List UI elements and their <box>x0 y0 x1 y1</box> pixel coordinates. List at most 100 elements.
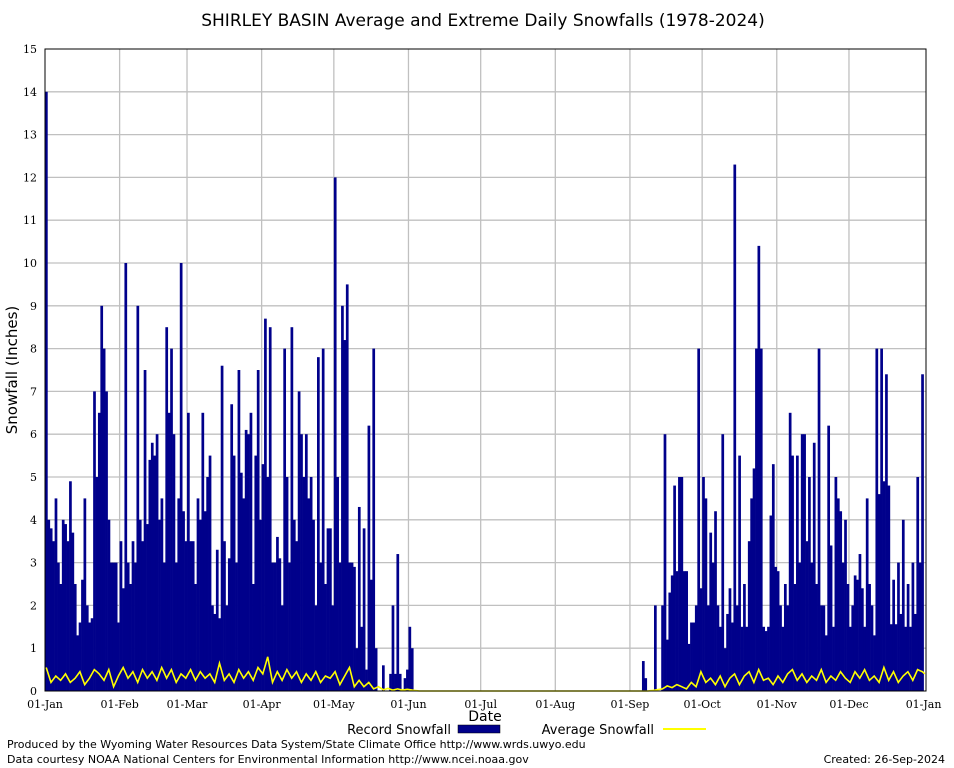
record-bar <box>249 412 253 691</box>
record-bar <box>728 588 732 691</box>
record-bar <box>45 91 48 692</box>
record-bar <box>343 340 347 691</box>
record-bar <box>341 305 344 691</box>
y-tick-label: 12 <box>23 171 37 184</box>
record-bar <box>355 648 359 691</box>
record-bar <box>220 365 224 691</box>
record-bar <box>663 434 667 691</box>
footer-produced-by: Produced by the Wyoming Water Resources … <box>7 738 586 751</box>
y-tick-label: 3 <box>30 557 37 570</box>
record-bar <box>211 605 214 691</box>
record-bar <box>172 434 176 691</box>
y-tick-label: 7 <box>30 385 37 398</box>
record-bar <box>225 605 229 691</box>
record-bar <box>69 481 72 691</box>
record-bar <box>788 412 792 691</box>
record-bar <box>372 348 376 691</box>
record-bar <box>731 622 734 691</box>
record-bar <box>769 515 773 691</box>
record-bar <box>326 528 330 691</box>
y-tick-label: 13 <box>23 129 37 142</box>
record-bar <box>822 605 826 691</box>
record-bar <box>747 541 751 691</box>
y-tick-label: 4 <box>30 514 37 527</box>
record-bar <box>95 477 99 691</box>
record-bar <box>242 498 246 691</box>
record-bar <box>324 584 327 691</box>
record-bar <box>846 584 850 691</box>
record-bar <box>338 562 342 691</box>
record-bar <box>155 434 159 691</box>
legend-record-swatch <box>457 724 501 734</box>
record-bar <box>227 558 231 691</box>
record-bar <box>167 412 171 691</box>
record-bar <box>803 434 806 691</box>
x-tick-label: 01-Nov <box>757 698 798 711</box>
record-bar <box>796 455 799 691</box>
record-bar <box>170 348 173 691</box>
record-bar <box>752 468 756 691</box>
record-bar <box>333 177 337 691</box>
record-bar <box>820 605 823 691</box>
record-bar <box>109 562 113 691</box>
record-bar <box>779 605 782 691</box>
record-bar <box>235 562 238 691</box>
record-bar <box>129 584 132 691</box>
y-tick-label: 8 <box>30 343 37 356</box>
record-bar <box>66 541 70 691</box>
record-bar <box>711 562 715 691</box>
record-bar <box>918 562 922 691</box>
record-bar <box>668 592 672 691</box>
record-bar <box>690 622 693 691</box>
record-bar <box>882 481 886 691</box>
x-tick-label: 01-Oct <box>683 698 721 711</box>
record-bar <box>196 498 200 691</box>
record-bar <box>398 673 402 691</box>
record-bar <box>827 425 831 691</box>
record-bar <box>153 455 157 691</box>
record-bar <box>187 412 190 691</box>
record-bar <box>723 648 727 691</box>
record-bar <box>381 665 385 691</box>
record-bar <box>697 348 701 691</box>
record-bar <box>117 622 120 691</box>
record-bar <box>868 584 871 691</box>
record-bar <box>899 613 903 691</box>
y-tick-label: 14 <box>23 86 37 99</box>
record-bar <box>391 605 395 691</box>
record-bar <box>357 506 361 691</box>
record-bar <box>844 519 847 691</box>
record-bar <box>666 639 669 691</box>
record-bar <box>759 348 763 691</box>
record-bar <box>331 605 335 691</box>
x-tick-label: 01-Mar <box>167 698 209 711</box>
record-bar <box>215 549 219 691</box>
record-bar <box>203 511 207 691</box>
record-bar <box>897 562 900 691</box>
x-tick-label: 01-Jun <box>390 698 426 711</box>
x-axis-label: Date <box>468 709 501 725</box>
x-tick-label: 01-Jul <box>464 698 497 711</box>
record-bar <box>292 519 296 691</box>
record-bar <box>743 584 746 691</box>
record-bar <box>786 605 790 691</box>
record-bar <box>218 618 222 691</box>
record-bar <box>232 455 236 691</box>
record-bar <box>199 519 202 691</box>
record-bar <box>851 605 855 691</box>
record-bar <box>336 477 339 691</box>
record-bar <box>100 305 104 691</box>
record-bar <box>314 605 318 691</box>
record-bar <box>408 626 412 691</box>
record-bar <box>131 541 135 691</box>
record-bar <box>365 669 368 691</box>
record-bar <box>856 579 859 691</box>
record-bar <box>177 498 181 691</box>
record-bar <box>726 613 729 691</box>
record-bar <box>682 571 686 691</box>
record-bar <box>913 613 917 691</box>
record-bar <box>252 584 255 691</box>
record-bar <box>126 562 130 691</box>
record-bar <box>921 374 924 691</box>
